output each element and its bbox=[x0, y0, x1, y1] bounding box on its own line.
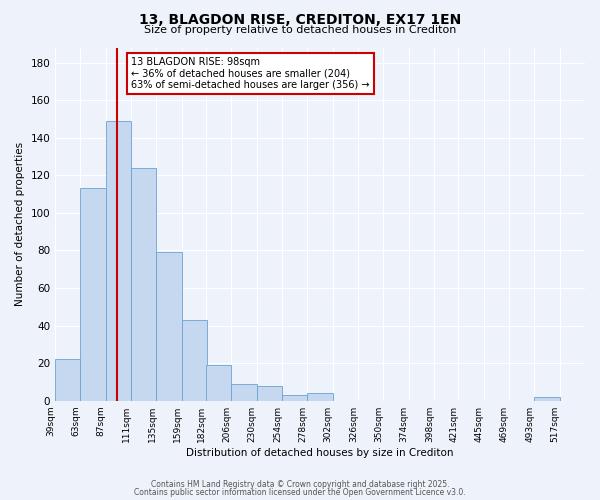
Bar bbox=[282, 395, 307, 400]
Text: 13 BLAGDON RISE: 98sqm
← 36% of detached houses are smaller (204)
63% of semi-de: 13 BLAGDON RISE: 98sqm ← 36% of detached… bbox=[131, 57, 370, 90]
Bar bbox=[55, 360, 80, 401]
Text: Size of property relative to detached houses in Crediton: Size of property relative to detached ho… bbox=[144, 25, 456, 35]
Y-axis label: Number of detached properties: Number of detached properties bbox=[15, 142, 25, 306]
Bar bbox=[80, 188, 106, 400]
Bar bbox=[131, 168, 157, 400]
Bar bbox=[206, 365, 232, 400]
Text: Contains public sector information licensed under the Open Government Licence v3: Contains public sector information licen… bbox=[134, 488, 466, 497]
Text: 13, BLAGDON RISE, CREDITON, EX17 1EN: 13, BLAGDON RISE, CREDITON, EX17 1EN bbox=[139, 12, 461, 26]
Bar bbox=[257, 386, 282, 400]
Bar bbox=[307, 393, 333, 400]
Bar bbox=[535, 397, 560, 400]
Bar bbox=[182, 320, 207, 400]
Text: Contains HM Land Registry data © Crown copyright and database right 2025.: Contains HM Land Registry data © Crown c… bbox=[151, 480, 449, 489]
X-axis label: Distribution of detached houses by size in Crediton: Distribution of detached houses by size … bbox=[187, 448, 454, 458]
Bar bbox=[232, 384, 257, 400]
Bar bbox=[157, 252, 182, 400]
Bar bbox=[106, 121, 131, 400]
